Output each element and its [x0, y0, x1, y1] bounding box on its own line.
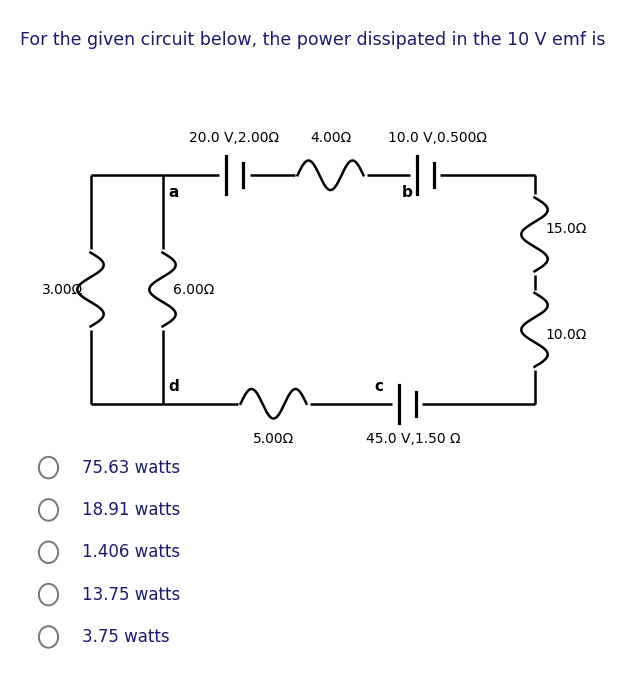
Text: 3.00Ω: 3.00Ω — [42, 283, 83, 297]
Text: 18.91 watts: 18.91 watts — [81, 501, 180, 519]
Text: 15.0Ω: 15.0Ω — [545, 222, 587, 236]
Text: a: a — [169, 186, 179, 200]
Text: b: b — [401, 186, 412, 200]
Text: 5.00Ω: 5.00Ω — [253, 432, 294, 446]
Text: c: c — [374, 379, 383, 393]
Text: 45.0 V,1.50 Ω: 45.0 V,1.50 Ω — [366, 432, 461, 446]
Text: 10.0Ω: 10.0Ω — [545, 328, 587, 342]
Text: 6.00Ω: 6.00Ω — [173, 283, 214, 297]
Text: 10.0 V,0.500Ω: 10.0 V,0.500Ω — [388, 131, 487, 145]
Text: 75.63 watts: 75.63 watts — [81, 458, 179, 477]
Text: For the given circuit below, the power dissipated in the 10 V emf is: For the given circuit below, the power d… — [20, 31, 605, 49]
Text: 3.75 watts: 3.75 watts — [81, 628, 169, 646]
Text: 1.406 watts: 1.406 watts — [81, 543, 179, 561]
Text: 20.0 V,2.00Ω: 20.0 V,2.00Ω — [189, 131, 279, 145]
Text: d: d — [169, 379, 179, 393]
Text: 4.00Ω: 4.00Ω — [310, 131, 351, 145]
Text: 13.75 watts: 13.75 watts — [81, 586, 180, 603]
